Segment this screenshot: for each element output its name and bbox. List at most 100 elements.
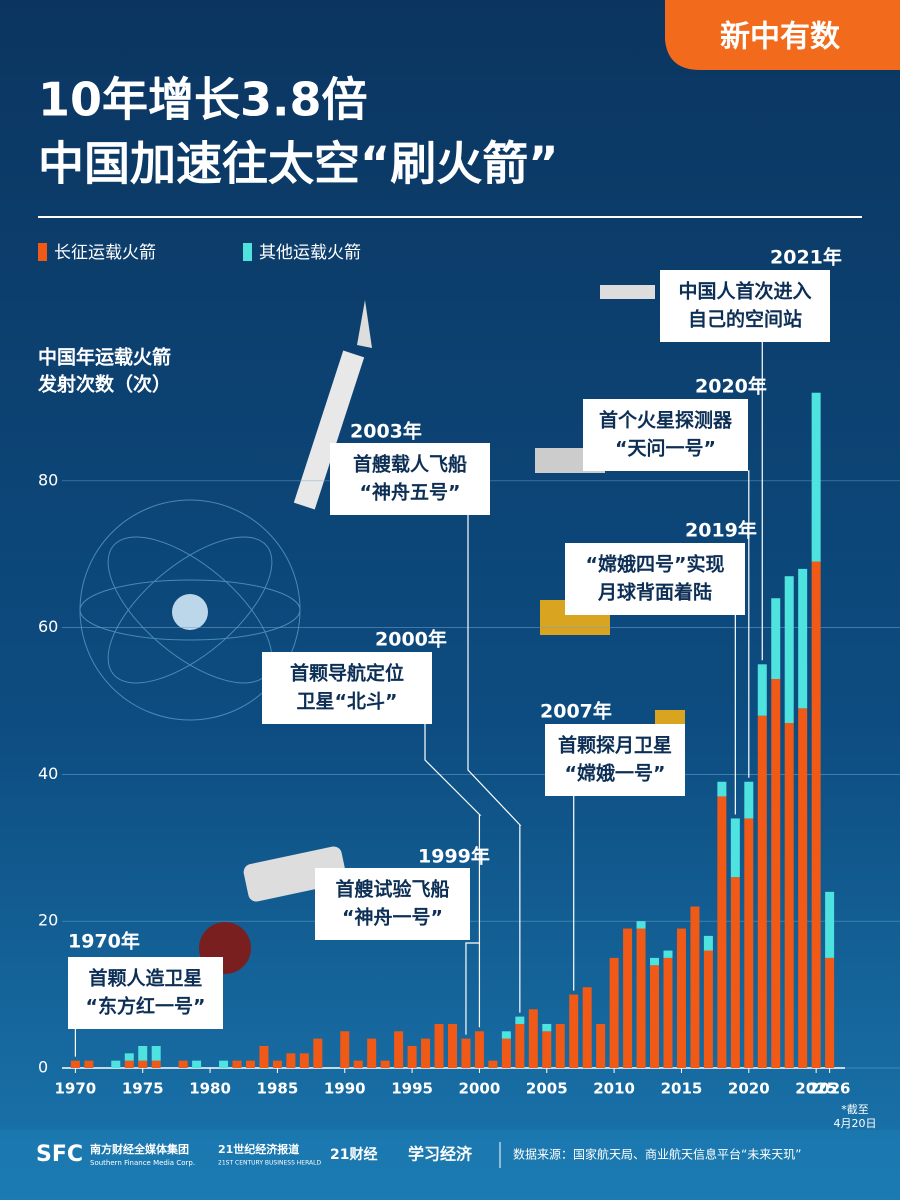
bar-segment bbox=[690, 907, 699, 1068]
callout-year: 2003年 bbox=[350, 420, 422, 443]
footer-logo: 21财经 bbox=[330, 1146, 377, 1163]
bar-segment bbox=[758, 716, 767, 1068]
bar-segment bbox=[259, 1046, 268, 1068]
y-tick-label: 0 bbox=[38, 1058, 48, 1077]
bar-segment bbox=[663, 951, 672, 958]
bar-segment bbox=[812, 562, 821, 1068]
callout-text: 中国人首次进入 bbox=[678, 280, 811, 303]
bar-segment bbox=[502, 1039, 511, 1068]
y-tick-label: 80 bbox=[38, 470, 58, 489]
callout-text: “神舟一号” bbox=[342, 906, 443, 929]
bar-segment bbox=[435, 1024, 444, 1068]
bar-segment bbox=[637, 929, 646, 1068]
leader-line bbox=[75, 1025, 76, 1057]
earth bbox=[172, 594, 208, 630]
y-tick-label: 20 bbox=[38, 911, 58, 930]
bar-segment bbox=[354, 1061, 363, 1068]
y-axis-label: 发射次数（次） bbox=[37, 373, 171, 396]
bar-segment bbox=[233, 1061, 242, 1068]
bar-segment bbox=[704, 936, 713, 951]
bar-segment bbox=[421, 1039, 430, 1068]
bar-segment bbox=[340, 1031, 349, 1068]
x-tick-label: 2020 bbox=[728, 1080, 770, 1098]
bar-segment bbox=[313, 1039, 322, 1068]
bar-segment bbox=[623, 929, 632, 1068]
bar-segment bbox=[408, 1046, 417, 1068]
brand: 新中有数 bbox=[720, 20, 841, 55]
bar-segment bbox=[273, 1061, 282, 1068]
footer-logo: Southern Finance Media Corp. bbox=[90, 1159, 195, 1167]
bar-segment bbox=[138, 1046, 147, 1061]
bar-segment bbox=[771, 679, 780, 1068]
bar-segment bbox=[475, 1031, 484, 1068]
callout-text: “神舟五号” bbox=[360, 481, 461, 504]
bar-segment bbox=[300, 1053, 309, 1068]
callout-text: “东方红一号” bbox=[86, 995, 206, 1018]
y-tick-label: 40 bbox=[38, 764, 58, 783]
callout-text: 首个火星探测器 bbox=[599, 409, 733, 432]
note: 4月20日 bbox=[834, 1117, 877, 1130]
bar-segment bbox=[246, 1061, 255, 1068]
bar-segment bbox=[731, 818, 740, 877]
bar-segment bbox=[179, 1061, 188, 1068]
callout-text: “嫦娥四号”实现 bbox=[586, 553, 725, 576]
bar-segment bbox=[461, 1039, 470, 1068]
bar-segment bbox=[448, 1024, 457, 1068]
bar-segment bbox=[542, 1031, 551, 1068]
x-tick-label: 1995 bbox=[391, 1080, 433, 1098]
bar-segment bbox=[515, 1024, 524, 1068]
bar-segment bbox=[731, 877, 740, 1068]
x-tick-label: 1975 bbox=[122, 1080, 164, 1098]
bar-segment bbox=[192, 1061, 201, 1068]
bar-segment bbox=[556, 1024, 565, 1068]
bar-segment bbox=[771, 598, 780, 679]
bar-segment bbox=[785, 576, 794, 723]
callout-text: 卫星“北斗” bbox=[297, 691, 398, 713]
callout-text: 首颗导航定位 bbox=[290, 662, 404, 685]
title-line: 中国加速往太空“刷火箭” bbox=[38, 137, 558, 191]
x-tick-label: 1980 bbox=[189, 1080, 231, 1098]
x-tick-label: 1990 bbox=[324, 1080, 366, 1098]
y-axis-label: 中国年运载火箭 bbox=[38, 346, 171, 369]
bar-segment bbox=[798, 708, 807, 1068]
bar-segment bbox=[138, 1061, 147, 1068]
bar-segment bbox=[542, 1024, 551, 1031]
legend-swatch bbox=[243, 243, 252, 261]
callout-text: 首艘载人飞船 bbox=[353, 453, 467, 476]
footer-logo: 21ST CENTURY BUSINESS HERALD bbox=[218, 1160, 321, 1167]
bar-segment bbox=[529, 1009, 538, 1068]
callout-text: 首颗人造卫星 bbox=[88, 967, 202, 990]
bar-segment bbox=[596, 1024, 605, 1068]
bar-segment bbox=[583, 987, 592, 1068]
callout-year: 2020年 bbox=[695, 375, 767, 398]
bar-segment bbox=[825, 958, 834, 1068]
bar-segment bbox=[125, 1053, 134, 1060]
y-tick-label: 60 bbox=[38, 617, 58, 636]
callout-year: 1970年 bbox=[68, 930, 140, 953]
footer-logo: 21世纪经济报道 bbox=[218, 1142, 299, 1156]
bar-segment bbox=[125, 1061, 134, 1068]
leader-line bbox=[735, 615, 736, 814]
bar-segment bbox=[381, 1061, 390, 1068]
bar-segment bbox=[677, 929, 686, 1068]
station-illustration bbox=[600, 285, 655, 299]
bar-segment bbox=[394, 1031, 403, 1068]
x-tick-label: 2026 bbox=[809, 1080, 851, 1098]
bar-segment bbox=[785, 723, 794, 1068]
footer-logo: 南方财经全媒体集团 bbox=[90, 1142, 189, 1156]
bar-segment bbox=[610, 958, 619, 1068]
bar-segment bbox=[367, 1039, 376, 1068]
bar-segment bbox=[717, 782, 726, 797]
title-line: 10年增长3.8倍 bbox=[38, 73, 368, 127]
x-tick-label: 2010 bbox=[593, 1080, 635, 1098]
bar-segment bbox=[758, 664, 767, 715]
bar-segment bbox=[650, 958, 659, 965]
bar-segment bbox=[84, 1061, 93, 1068]
bar-segment bbox=[812, 393, 821, 562]
footer-logo: 学习经济 bbox=[408, 1145, 473, 1164]
bar-segment bbox=[650, 965, 659, 1068]
bar-segment bbox=[663, 958, 672, 1068]
x-tick-label: 2015 bbox=[661, 1080, 703, 1098]
note: *截至 bbox=[841, 1102, 869, 1116]
